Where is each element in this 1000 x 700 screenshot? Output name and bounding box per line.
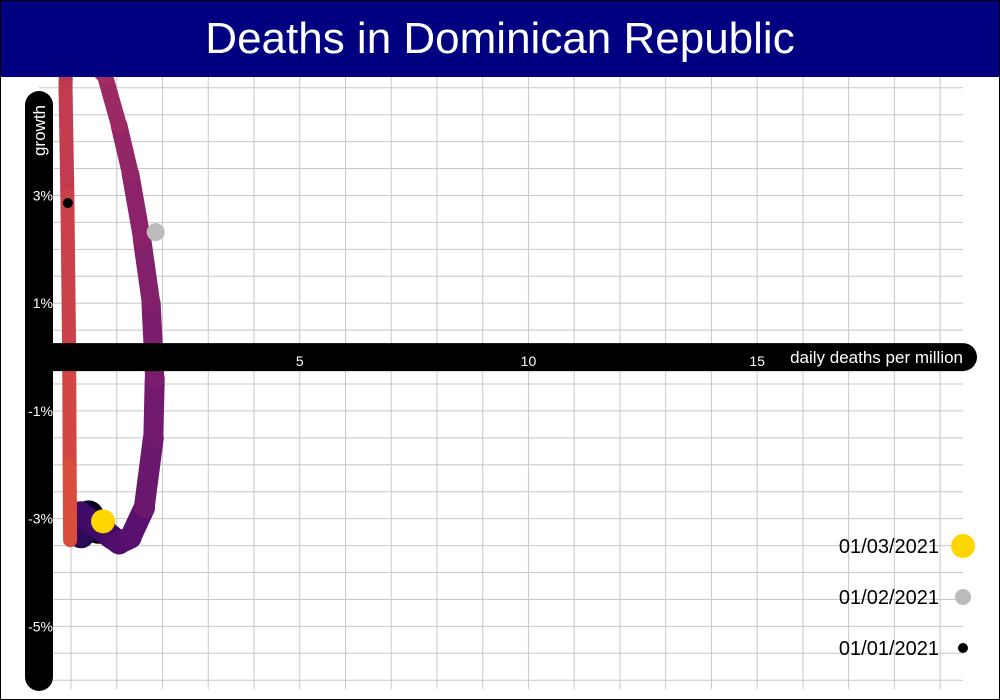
date-marker: [91, 509, 116, 534]
legend-marker: [955, 589, 971, 605]
y-tick-label: 3%: [33, 187, 53, 203]
chart-title: Deaths in Dominican Republic: [205, 14, 795, 63]
legend-label: 01/01/2021: [839, 638, 939, 660]
trail-segment: [110, 117, 139, 183]
y-tick-label: 1%: [33, 295, 53, 311]
y-axis-label: growth: [30, 105, 49, 156]
x-tick-label: 10: [521, 353, 537, 369]
x-tick-labels: 5 10 15: [296, 353, 765, 369]
title-bar: Deaths in Dominican Republic: [1, 1, 999, 77]
x-tick-label: 15: [749, 353, 765, 369]
trail-segment: [121, 165, 151, 248]
x-axis-label: daily deaths per million: [790, 348, 963, 367]
legend-marker: [951, 534, 975, 558]
x-tick-label: 5: [296, 353, 304, 369]
legend-marker: [958, 643, 968, 653]
y-tick-label: -3%: [28, 511, 53, 527]
trail-segment: [132, 229, 161, 313]
y-tick-labels: 3% 1% -1% -3% -5%: [28, 187, 53, 634]
legend-label: 01/03/2021: [839, 536, 939, 558]
date-marker: [62, 198, 73, 209]
y-tick-label: -1%: [28, 403, 53, 419]
axes: 5 10 15 3% 1% -1% -3% -5% daily deaths per mil…: [25, 91, 977, 691]
legend-label: 01/02/2021: [839, 587, 939, 609]
grid-lines: [39, 77, 963, 689]
trail-segment: [143, 368, 165, 448]
legend: 01/03/2021 01/02/2021 01/01/2021: [839, 534, 975, 660]
trail-segment: [60, 188, 77, 365]
date-markers: [62, 198, 165, 534]
trail-segment: [97, 69, 128, 134]
trail-segment: [58, 80, 75, 203]
date-marker: [146, 223, 165, 242]
y-tick-label: -5%: [28, 618, 53, 634]
series-trail: [58, 26, 165, 555]
trail-segment: [133, 427, 164, 519]
